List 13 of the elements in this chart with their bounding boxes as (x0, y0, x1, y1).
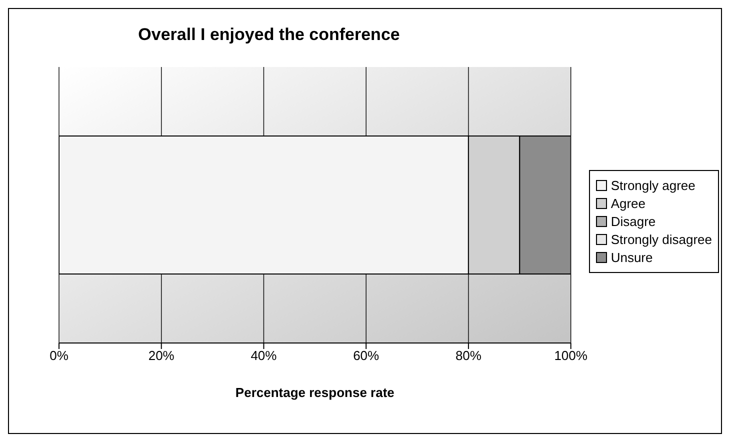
x-tick-label: 80% (455, 348, 482, 364)
legend-label: Strongly disagree (610, 232, 712, 246)
x-tick-label: 40% (250, 348, 278, 364)
legend-label: Agree (610, 196, 646, 210)
x-tick-label: 60% (353, 348, 380, 364)
x-axis-title: Percentage response rate (235, 385, 394, 400)
x-tick-label: 100% (554, 348, 588, 364)
x-tick-label: 20% (148, 348, 175, 364)
chart-title: Overall I enjoyed the conference (137, 25, 401, 45)
legend-label: Strongly agree (610, 178, 696, 192)
x-tick-label: 0% (50, 348, 69, 364)
legend-label: Disagre (610, 214, 656, 228)
legend-label: Unsure (610, 250, 653, 264)
